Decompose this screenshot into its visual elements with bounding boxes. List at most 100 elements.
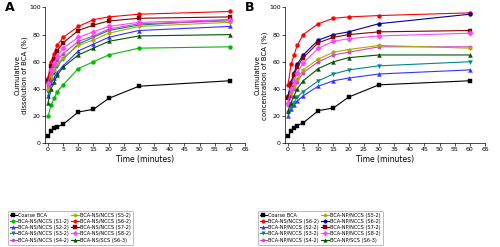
BCA-NP/NCCS (S4-2) bbox=[330, 54, 336, 57]
BCA-NS/NCCS (S6-2) bbox=[285, 83, 291, 86]
BCA-NS/NCCS (S7-2) bbox=[48, 64, 54, 67]
BCA-NP/NCCS (S4-2) bbox=[316, 60, 322, 63]
BCA-NS/NCCS (S3-2) bbox=[227, 18, 233, 21]
BCA-NS/NCCS (S6-2) bbox=[316, 22, 322, 25]
BCA-NP/NCCS (S8-2) bbox=[294, 71, 300, 74]
BCA-NS/NCCS (S5-2) bbox=[51, 68, 57, 71]
Line: BCA-NP/NCCS (S3-2): BCA-NP/NCCS (S3-2) bbox=[286, 60, 472, 115]
BCA-NP/NCCS (S7-2) bbox=[376, 30, 382, 33]
BCA-NS/SCS (S6-3) bbox=[54, 74, 60, 77]
BCA-NS/NCCS (S6-2) bbox=[291, 54, 297, 57]
Line: BCA-NS/NCCS (S2-2): BCA-NS/NCCS (S2-2) bbox=[46, 24, 232, 98]
BCA-NS/NCCS (S8-2) bbox=[45, 82, 51, 85]
Coarse BCA bbox=[294, 124, 300, 127]
Coarse BCA bbox=[376, 83, 382, 86]
BCA-NS/NCCS (S5-2) bbox=[227, 21, 233, 24]
BCA-NS/NCCS (S1-2) bbox=[227, 45, 233, 48]
BCA-NP/NCCS (S5-2) bbox=[376, 44, 382, 47]
BCA-NP/NCCS (S4-2) bbox=[300, 71, 306, 74]
BCA-NS/NCCS (S7-2) bbox=[227, 16, 233, 19]
BCA-NP/NCCS (S2-2) bbox=[294, 100, 300, 103]
BCA-NS/NCCS (S2-2) bbox=[60, 64, 66, 67]
BCA-NS/SCS (S6-3) bbox=[45, 101, 51, 104]
BCA-NP/NCCS (S7-2) bbox=[294, 66, 300, 69]
BCA-NP/NCCS (S8-2) bbox=[316, 47, 322, 50]
BCA-NP/NCCS (S6-2) bbox=[300, 54, 306, 57]
Line: BCA-NP/SCS (S6-3): BCA-NP/SCS (S6-3) bbox=[286, 53, 472, 113]
Line: BCA-NP/NCCS (S8-2): BCA-NP/NCCS (S8-2) bbox=[286, 31, 472, 104]
BCA-NP/SCS (S6-3) bbox=[316, 67, 322, 70]
BCA-NP/NCCS (S4-2) bbox=[285, 104, 291, 107]
BCA-NS/SCS (S6-3) bbox=[227, 33, 233, 36]
BCA-NP/NCCS (S2-2) bbox=[467, 68, 473, 71]
BCA-NS/NCCS (S2-2) bbox=[45, 94, 51, 97]
BCA-NP/NCCS (S8-2) bbox=[346, 37, 352, 40]
BCA-NP/NCCS (S3-2) bbox=[376, 64, 382, 67]
BCA-NS/NCCS (S7-2) bbox=[45, 79, 51, 82]
Coarse BCA bbox=[467, 79, 473, 82]
BCA-NP/NCCS (S3-2) bbox=[330, 73, 336, 76]
BCA-NS/SCS (S6-3) bbox=[136, 35, 142, 38]
BCA-NS/NCCS (S8-2) bbox=[76, 36, 82, 39]
BCA-NP/NCCS (S8-2) bbox=[467, 32, 473, 35]
BCA-NP/NCCS (S6-2) bbox=[376, 22, 382, 25]
Y-axis label: Cumulative
dissolution of BCA (%): Cumulative dissolution of BCA (%) bbox=[14, 37, 28, 114]
BCA-NS/NCCS (S1-2) bbox=[60, 83, 66, 86]
BCA-NP/NCCS (S5-2) bbox=[294, 78, 300, 81]
Coarse BCA bbox=[76, 111, 82, 114]
Coarse BCA bbox=[288, 129, 294, 132]
BCA-NS/NCCS (S1-2) bbox=[54, 90, 60, 93]
BCA-NP/NCCS (S5-2) bbox=[291, 85, 297, 88]
BCA-NS/NCCS (S6-2) bbox=[48, 60, 54, 63]
BCA-NS/NCCS (S8-2) bbox=[54, 55, 60, 58]
BCA-NS/NCCS (S1-2) bbox=[106, 54, 112, 57]
BCA-NP/NCCS (S3-2) bbox=[300, 90, 306, 93]
BCA-NS/NCCS (S8-2) bbox=[136, 21, 142, 24]
BCA-NS/NCCS (S5-2) bbox=[106, 32, 112, 35]
Y-axis label: Cumulative
concentration of BCA (%): Cumulative concentration of BCA (%) bbox=[254, 31, 268, 120]
BCA-NP/NCCS (S8-2) bbox=[300, 62, 306, 65]
Coarse BCA bbox=[346, 96, 352, 99]
Coarse BCA bbox=[316, 109, 322, 112]
Coarse BCA bbox=[106, 97, 112, 100]
BCA-NP/NCCS (S3-2) bbox=[467, 60, 473, 63]
BCA-NS/NCCS (S3-2) bbox=[90, 36, 96, 39]
BCA-NS/NCCS (S6-2) bbox=[60, 36, 66, 39]
BCA-NS/NCCS (S6-2) bbox=[51, 52, 57, 55]
BCA-NP/NCCS (S2-2) bbox=[288, 108, 294, 111]
BCA-NP/SCS (S6-3) bbox=[300, 79, 306, 82]
Line: BCA-NP/NCCS (S7-2): BCA-NP/NCCS (S7-2) bbox=[286, 29, 472, 100]
BCA-NP/NCCS (S7-2) bbox=[467, 29, 473, 32]
BCA-NP/NCCS (S6-2) bbox=[291, 71, 297, 74]
BCA-NP/NCCS (S6-2) bbox=[288, 81, 294, 83]
BCA-NS/NCCS (S1-2) bbox=[90, 60, 96, 63]
Line: BCA-NP/NCCS (S6-2): BCA-NP/NCCS (S6-2) bbox=[286, 12, 472, 98]
BCA-NP/SCS (S6-3) bbox=[288, 101, 294, 104]
BCA-NS/NCCS (S7-2) bbox=[54, 49, 60, 52]
Coarse BCA bbox=[330, 106, 336, 109]
BCA-NP/NCCS (S5-2) bbox=[467, 47, 473, 50]
Coarse BCA bbox=[285, 135, 291, 138]
BCA-NS/NCCS (S6-2) bbox=[376, 14, 382, 17]
BCA-NP/SCS (S6-3) bbox=[294, 87, 300, 90]
BCA-NP/NCCS (S6-2) bbox=[346, 30, 352, 33]
BCA-NP/NCCS (S2-2) bbox=[346, 77, 352, 80]
Coarse BCA bbox=[291, 127, 297, 130]
Line: BCA-NS/NCCS (S6-2): BCA-NS/NCCS (S6-2) bbox=[46, 10, 232, 80]
BCA-NS/NCCS (S4-2) bbox=[106, 28, 112, 31]
BCA-NS/NCCS (S3-2) bbox=[48, 78, 54, 81]
BCA-NP/NCCS (S4-2) bbox=[294, 81, 300, 83]
BCA-NS/NCCS (S6-2) bbox=[45, 77, 51, 80]
Line: BCA-NS/NCCS (S8-2): BCA-NS/NCCS (S8-2) bbox=[46, 18, 232, 85]
BCA-NP/NCCS (S2-2) bbox=[316, 85, 322, 88]
BCA-NS/NCCS (S2-2) bbox=[136, 29, 142, 32]
BCA-NS/NCCS (S4-2) bbox=[136, 22, 142, 25]
BCA-NP/SCS (S6-3) bbox=[285, 109, 291, 112]
BCA-NP/SCS (S6-3) bbox=[330, 60, 336, 63]
Line: Coarse BCA: Coarse BCA bbox=[46, 79, 232, 138]
BCA-NS/NCCS (S5-2) bbox=[45, 87, 51, 90]
BCA-NS/NCCS (S8-2) bbox=[60, 47, 66, 50]
BCA-NP/NCCS (S8-2) bbox=[376, 35, 382, 38]
BCA-NP/NCCS (S3-2) bbox=[291, 101, 297, 104]
BCA-NP/NCCS (S7-2) bbox=[288, 83, 294, 86]
